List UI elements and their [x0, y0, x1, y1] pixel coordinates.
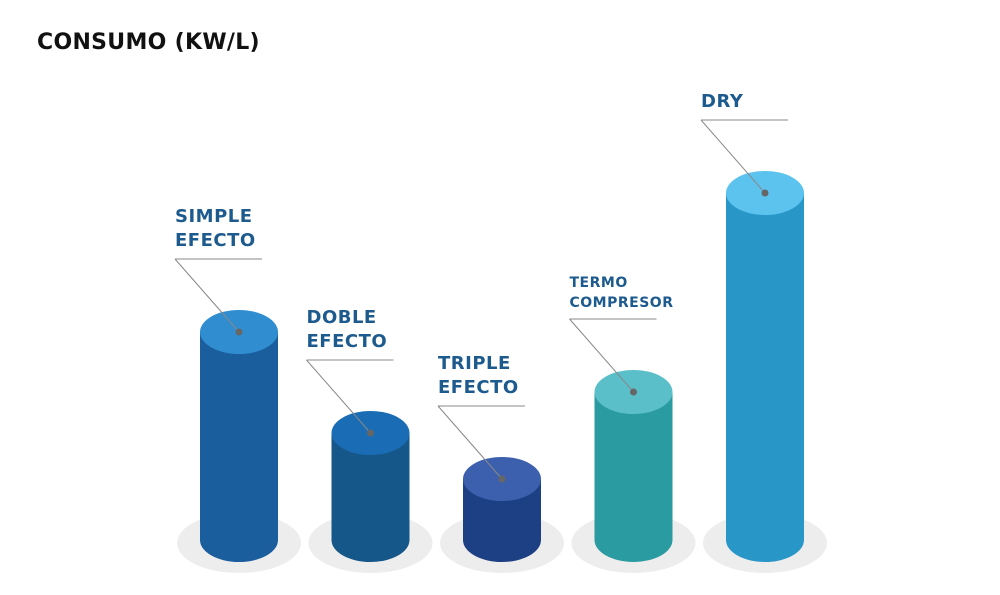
category-label: TERMO COMPRESOR — [569, 275, 674, 311]
bar — [726, 193, 804, 562]
category-label: DRY — [701, 91, 744, 112]
leader-dot — [761, 189, 769, 197]
category-label: DOBLE EFECTO — [306, 307, 388, 352]
bar — [463, 479, 541, 562]
leader-dot — [498, 475, 506, 483]
bar — [200, 332, 278, 562]
category-label: TRIPLE EFECTO — [438, 353, 519, 398]
chart-title: CONSUMO (KW/L) — [37, 30, 260, 55]
leader-dot — [235, 328, 243, 336]
bar — [594, 392, 673, 562]
leader-line — [437, 405, 503, 480]
leader-dot — [367, 429, 374, 437]
leader-line — [700, 119, 766, 194]
leader-line — [306, 359, 371, 434]
category-label: SIMPLE EFECTO — [175, 206, 256, 251]
leader-dot — [630, 388, 637, 396]
leader-line — [569, 318, 634, 393]
leader-line — [174, 258, 240, 333]
bar — [331, 433, 410, 562]
